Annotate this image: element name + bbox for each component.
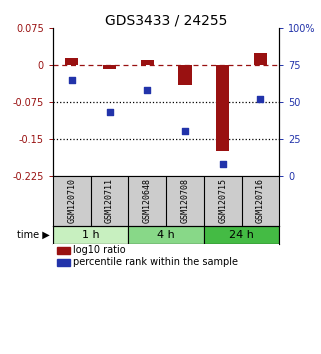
Bar [216,65,229,151]
Bar [103,65,116,69]
Bar [128,226,204,244]
Point [258,96,263,102]
Text: time ▶: time ▶ [17,230,50,240]
Bar [178,65,192,85]
Bar [57,247,70,254]
Bar [53,226,128,244]
Text: log10 ratio: log10 ratio [73,245,126,256]
Bar [65,58,78,65]
Bar [254,53,267,65]
Point [69,77,74,83]
Text: 24 h: 24 h [229,230,254,240]
Bar [57,259,70,266]
Text: 4 h: 4 h [157,230,175,240]
Bar [204,226,279,244]
Text: GSM120648: GSM120648 [143,178,152,223]
Text: GSM120710: GSM120710 [67,178,76,223]
Point [107,109,112,115]
Text: 1 h: 1 h [82,230,100,240]
Text: GSM120711: GSM120711 [105,178,114,223]
Text: GSM120708: GSM120708 [180,178,189,223]
Bar [141,60,154,65]
Point [220,161,225,167]
Text: percentile rank within the sample: percentile rank within the sample [73,257,238,268]
Text: GSM120715: GSM120715 [218,178,227,223]
Point [145,87,150,93]
Text: GSM120716: GSM120716 [256,178,265,223]
Title: GDS3433 / 24255: GDS3433 / 24255 [105,13,227,27]
Point [182,129,187,134]
